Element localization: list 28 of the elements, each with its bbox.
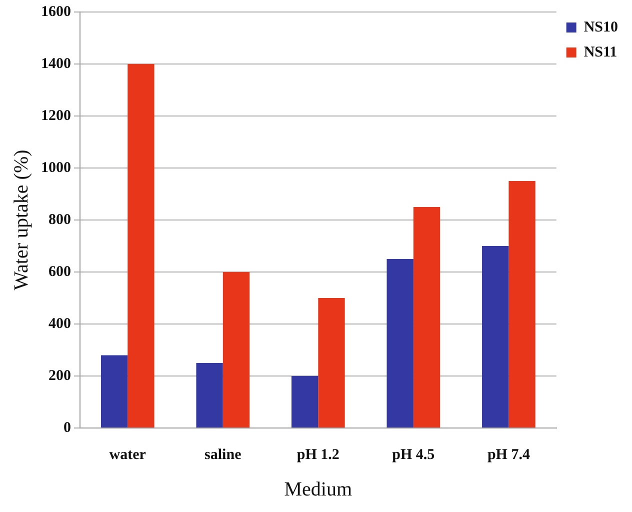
y-tick-label: 800 <box>48 212 71 228</box>
bar <box>196 363 223 428</box>
bar <box>413 207 440 428</box>
y-tick-label: 1600 <box>41 4 71 20</box>
bar <box>100 355 128 428</box>
legend-label: NS10 <box>584 19 618 36</box>
y-tick-label: 1400 <box>41 56 71 72</box>
y-axis-title: Water uptake (%) <box>10 150 32 290</box>
bar <box>318 298 345 428</box>
x-tick-label: pH 1.2 <box>296 446 340 463</box>
x-axis-title: Medium <box>284 478 352 500</box>
y-tick-label: 0 <box>64 420 71 436</box>
x-tick-label: saline <box>204 446 242 463</box>
x-tick-label: pH 7.4 <box>487 446 530 463</box>
y-tick-label: 1000 <box>41 160 71 176</box>
bar <box>482 246 509 428</box>
x-tick-label: pH 4.5 <box>392 446 435 463</box>
bar <box>508 181 536 428</box>
y-tick-label: 400 <box>48 316 71 332</box>
bar <box>291 376 318 428</box>
legend-label: NS11 <box>584 44 618 60</box>
bar <box>128 64 154 428</box>
y-tick-label: 600 <box>48 264 71 280</box>
x-tick-label: water <box>109 446 146 463</box>
bar <box>222 272 250 428</box>
bar <box>386 259 414 428</box>
y-tick-label: 1200 <box>41 108 71 124</box>
y-tick-label: 200 <box>48 368 71 384</box>
